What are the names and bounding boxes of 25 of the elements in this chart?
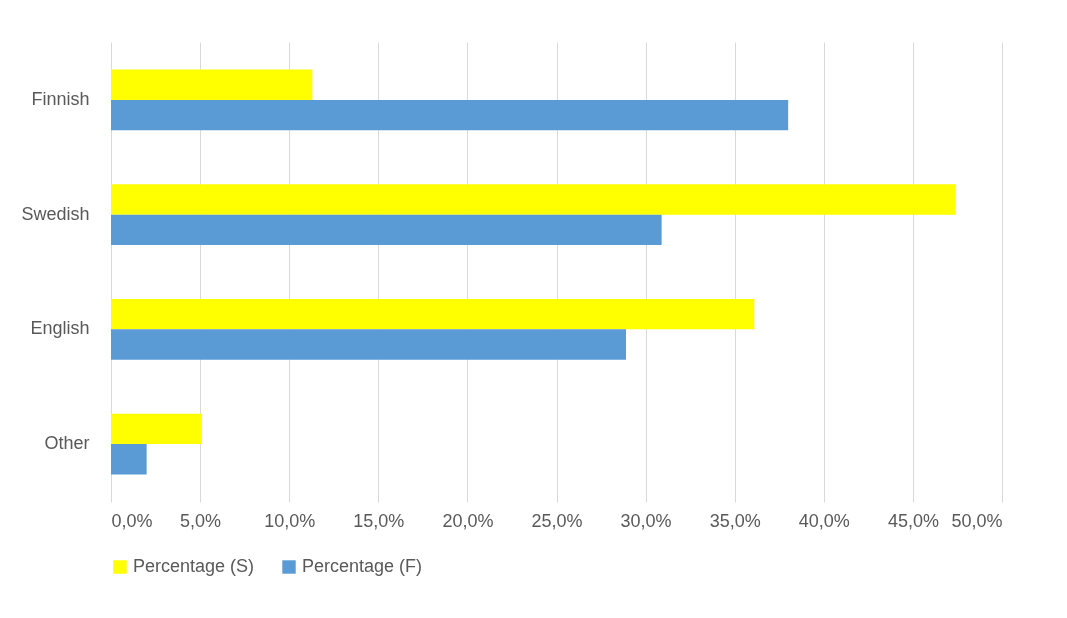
bar bbox=[111, 214, 662, 246]
x-tick-label: 30,0% bbox=[620, 510, 672, 531]
bar bbox=[111, 298, 755, 330]
x-tick-label: 20,0% bbox=[442, 510, 494, 531]
legend-label: Percentage (F) bbox=[302, 556, 423, 576]
bar bbox=[111, 69, 313, 100]
x-tick-label: 10,0% bbox=[264, 510, 316, 531]
x-tick-label: 50,0% bbox=[951, 510, 1003, 531]
x-tick-label: 0,0% bbox=[111, 510, 153, 531]
y-tick-label: Other bbox=[44, 433, 90, 454]
y-tick-label: Swedish bbox=[21, 203, 90, 224]
x-tick-label: 15,0% bbox=[353, 510, 405, 531]
bar bbox=[111, 444, 147, 475]
bar bbox=[111, 184, 956, 215]
y-tick-label: English bbox=[30, 318, 90, 339]
bar bbox=[111, 99, 789, 131]
bar bbox=[111, 413, 202, 445]
y-tick-label: Finnish bbox=[31, 88, 90, 109]
x-tick-label: 40,0% bbox=[798, 510, 850, 531]
x-tick-label: 25,0% bbox=[531, 510, 583, 531]
legend-label: Percentage (S) bbox=[133, 556, 255, 576]
bar bbox=[111, 329, 626, 360]
x-tick-label: 5,0% bbox=[180, 510, 222, 531]
x-tick-label: 45,0% bbox=[887, 510, 939, 531]
x-tick-label: 35,0% bbox=[709, 510, 761, 531]
